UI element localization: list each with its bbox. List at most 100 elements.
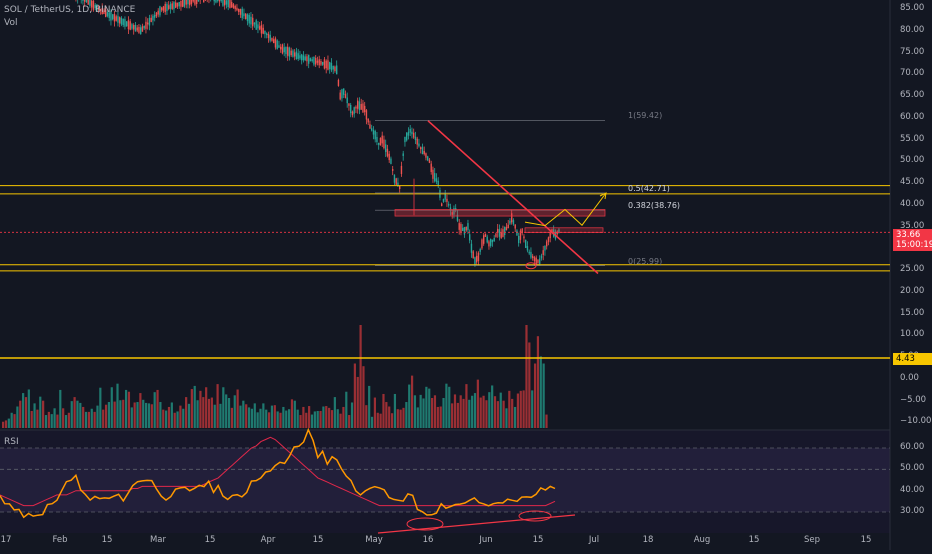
- candle-body: [84, 0, 85, 2]
- candle-body: [389, 154, 390, 160]
- volume-bar: [305, 413, 307, 428]
- volume-bar: [468, 400, 470, 428]
- candle-body: [362, 103, 363, 112]
- volume-bar: [225, 394, 227, 428]
- candle-body: [548, 237, 549, 241]
- volume-bar: [122, 400, 124, 428]
- time-tick-label: 17: [1, 535, 12, 545]
- volume-bar: [168, 407, 170, 428]
- volume-bar: [388, 407, 390, 428]
- volume-bar: [234, 395, 236, 428]
- candle-body: [331, 63, 332, 70]
- rsi-tick-label: 40.00: [900, 485, 924, 495]
- volume-bar: [417, 407, 419, 428]
- candle-body: [271, 38, 272, 41]
- volume-bar: [334, 397, 336, 428]
- volume-bar: [540, 356, 542, 428]
- candle-body: [182, 0, 183, 7]
- candle-body: [173, 2, 174, 9]
- candle-body: [242, 9, 243, 18]
- candle-body: [459, 223, 460, 230]
- volume-bar: [71, 401, 73, 428]
- volume-bar: [142, 400, 144, 428]
- candle-body: [124, 19, 125, 27]
- volume-bar: [368, 386, 370, 428]
- volume-bar: [357, 377, 359, 428]
- candle-body: [378, 143, 379, 145]
- volume-bar: [251, 409, 253, 428]
- candle-body: [154, 15, 155, 18]
- volume-bar: [102, 410, 104, 428]
- volume-bar: [294, 401, 296, 428]
- price-tick-label: 50.00: [900, 155, 924, 165]
- candle-body: [250, 17, 251, 25]
- candle-body: [158, 11, 159, 15]
- candle-body: [490, 239, 491, 246]
- candle-body: [324, 59, 325, 68]
- candle-body: [282, 44, 283, 53]
- volume-bar: [500, 393, 502, 428]
- volume-bar: [13, 414, 15, 428]
- candle-body: [473, 251, 474, 258]
- volume-bar: [74, 397, 76, 428]
- volume-bar: [319, 411, 321, 428]
- candle-body: [460, 224, 461, 232]
- candle-body: [294, 52, 295, 56]
- candle-body: [347, 98, 348, 104]
- candle-body: [504, 227, 505, 235]
- volume-bar: [214, 405, 216, 428]
- resistance-zone: [395, 210, 605, 217]
- candle-body: [410, 129, 411, 133]
- volume-bar: [88, 412, 90, 428]
- volume-bar: [111, 387, 113, 428]
- volume-bar: [85, 412, 87, 428]
- volume-bar: [131, 407, 133, 428]
- trendline: [428, 121, 598, 274]
- price-tick-label: 20.00: [900, 286, 924, 296]
- candle-body: [320, 61, 321, 65]
- volume-bar: [202, 397, 204, 428]
- candle-body: [313, 57, 314, 65]
- candle-body: [301, 54, 302, 60]
- volume-bar: [65, 415, 67, 428]
- volume-bar: [503, 401, 505, 428]
- candle-body: [145, 22, 146, 29]
- candle-body: [249, 15, 250, 24]
- candle-body: [525, 240, 526, 248]
- volume-bar: [162, 410, 164, 428]
- candle-body: [137, 28, 138, 31]
- volume-bar: [33, 403, 35, 428]
- candle-body: [277, 40, 278, 49]
- candle-body: [135, 25, 136, 32]
- volume-bar: [528, 342, 530, 428]
- price-tick-label: 55.00: [900, 134, 924, 144]
- candle-body: [221, 0, 222, 1]
- candle-body: [151, 18, 152, 22]
- candle-body: [359, 101, 360, 110]
- time-tick-label: 15: [533, 535, 544, 545]
- candle-body: [252, 18, 253, 27]
- volume-bar: [322, 407, 324, 428]
- candle-body: [130, 21, 131, 30]
- volume-bar: [11, 413, 13, 428]
- volume-bar: [508, 391, 510, 428]
- time-tick-label: 15: [749, 535, 760, 545]
- volume-bar: [380, 414, 382, 428]
- volume-bar: [16, 407, 18, 428]
- volume-bar: [19, 401, 21, 428]
- candle-body: [350, 105, 351, 113]
- candle-body: [523, 236, 524, 238]
- candle-body: [415, 137, 416, 140]
- candle-body: [233, 4, 234, 8]
- volume-bar: [116, 384, 118, 428]
- candle-body: [364, 106, 365, 112]
- candle-body: [254, 23, 255, 25]
- candle-body: [263, 28, 264, 34]
- candle-body: [438, 181, 439, 185]
- volume-bar: [445, 384, 447, 428]
- candle-body: [462, 228, 463, 231]
- time-tick-label: 16: [423, 535, 434, 545]
- candle-body: [494, 238, 495, 241]
